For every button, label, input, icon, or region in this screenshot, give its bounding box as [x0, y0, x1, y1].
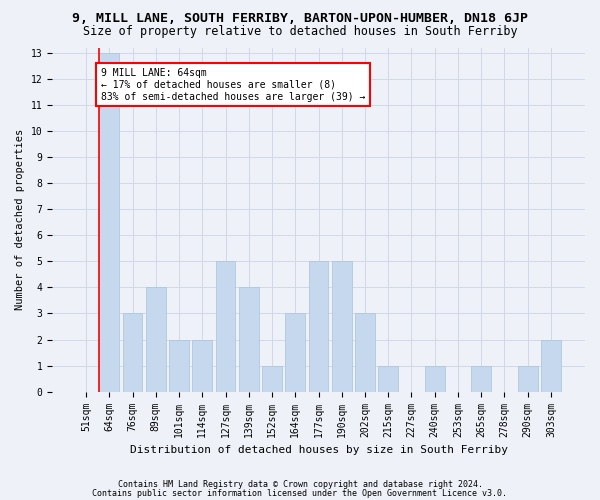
- Bar: [100, 52, 119, 392]
- Bar: [193, 340, 212, 392]
- X-axis label: Distribution of detached houses by size in South Ferriby: Distribution of detached houses by size …: [130, 445, 508, 455]
- Bar: [169, 340, 189, 392]
- Bar: [308, 262, 328, 392]
- Bar: [425, 366, 445, 392]
- Text: 9, MILL LANE, SOUTH FERRIBY, BARTON-UPON-HUMBER, DN18 6JP: 9, MILL LANE, SOUTH FERRIBY, BARTON-UPON…: [72, 12, 528, 26]
- Bar: [379, 366, 398, 392]
- Bar: [146, 288, 166, 392]
- Bar: [123, 314, 142, 392]
- Bar: [239, 288, 259, 392]
- Y-axis label: Number of detached properties: Number of detached properties: [15, 129, 25, 310]
- Bar: [541, 340, 561, 392]
- Bar: [286, 314, 305, 392]
- Bar: [215, 262, 235, 392]
- Bar: [518, 366, 538, 392]
- Text: Contains HM Land Registry data © Crown copyright and database right 2024.: Contains HM Land Registry data © Crown c…: [118, 480, 482, 489]
- Bar: [472, 366, 491, 392]
- Bar: [355, 314, 375, 392]
- Bar: [332, 262, 352, 392]
- Text: Contains public sector information licensed under the Open Government Licence v3: Contains public sector information licen…: [92, 489, 508, 498]
- Text: 9 MILL LANE: 64sqm
← 17% of detached houses are smaller (8)
83% of semi-detached: 9 MILL LANE: 64sqm ← 17% of detached hou…: [101, 68, 365, 102]
- Text: Size of property relative to detached houses in South Ferriby: Size of property relative to detached ho…: [83, 25, 517, 38]
- Bar: [262, 366, 282, 392]
